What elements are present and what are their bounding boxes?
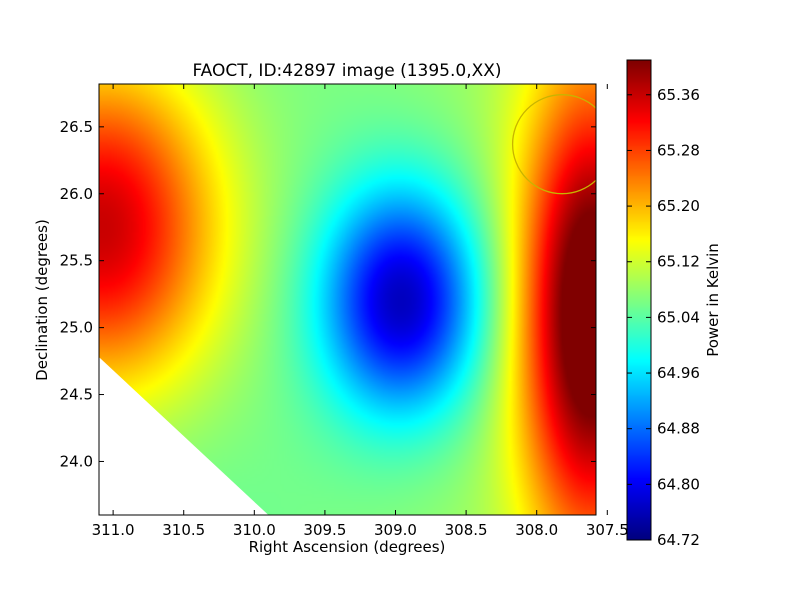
colorbar-tick-label: 64.96 [657, 364, 700, 382]
no-data-region [99, 357, 269, 515]
colorbar-label: Power in Kelvin [704, 243, 722, 357]
colorbar-tick-label: 64.72 [657, 531, 700, 549]
beam-circle [511, 94, 596, 195]
x-tick-label: 308.5 [445, 521, 488, 539]
colorbar-tick-label: 64.88 [657, 420, 700, 438]
colorbar-frame [626, 59, 652, 541]
colorbar-tick-label: 65.12 [657, 253, 700, 271]
x-tick-label: 311.0 [92, 521, 135, 539]
y-tick-label: 26.0 [60, 185, 93, 203]
colorbar-gradient [627, 60, 651, 540]
x-tick-label: 310.5 [162, 521, 205, 539]
colorbar: 64.72 64.80 64.88 64.96 65.04 65.12 65.20 65.28… [626, 59, 722, 549]
colorbar-tick-label: 65.36 [657, 86, 700, 104]
heatmap-plot-area [99, 84, 596, 515]
colorbar-ticks: 64.72 64.80 64.88 64.96 65.04 65.12 65.20 65.28… [627, 86, 700, 549]
colorbar-tick-label: 65.20 [657, 197, 700, 215]
colorbar-tick-label: 64.80 [657, 475, 700, 493]
x-tick-label: 310.0 [233, 521, 276, 539]
y-axis-ticks: 24.0 24.5 25.0 25.5 26.0 26.5 [60, 118, 596, 470]
y-tick-label: 24.0 [60, 452, 93, 470]
y-tick-label: 25.5 [60, 252, 93, 270]
colorbar-tick-label: 65.04 [657, 308, 700, 326]
y-axis-label: Declination (degrees) [33, 219, 51, 381]
colorbar-tick-label: 65.28 [657, 141, 700, 159]
x-tick-label: 309.0 [374, 521, 417, 539]
x-axis-ticks: 311.0 310.5 310.0 309.5 309.0 308.5 308.0 307.5 [92, 84, 629, 539]
x-tick-label: 307.5 [586, 521, 629, 539]
x-tick-label: 309.5 [303, 521, 346, 539]
chart-title: FAOCT, ID:42897 image (1395.0,XX) [192, 61, 501, 81]
x-axis-label: Right Ascension (degrees) [249, 538, 446, 556]
plot-frame [98, 83, 597, 516]
y-tick-label: 24.5 [60, 386, 93, 404]
x-tick-label: 308.0 [515, 521, 558, 539]
y-tick-label: 25.0 [60, 319, 93, 337]
y-tick-label: 26.5 [60, 118, 93, 136]
